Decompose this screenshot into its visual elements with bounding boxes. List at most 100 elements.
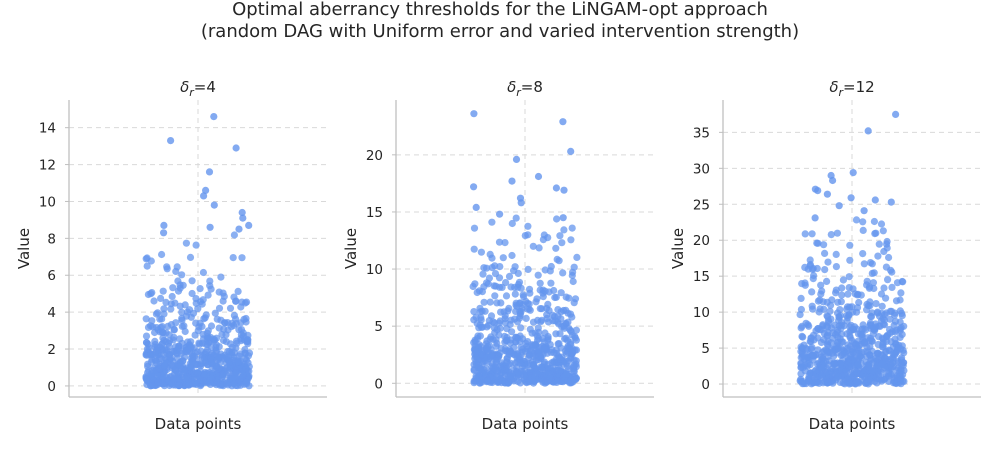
data-point xyxy=(524,299,532,307)
subplot-title-value: =12 xyxy=(843,78,875,96)
data-point xyxy=(852,341,860,349)
data-point xyxy=(524,361,532,369)
data-point xyxy=(521,367,529,375)
data-point-outlier xyxy=(871,196,879,204)
data-point xyxy=(211,309,219,317)
data-point-outlier xyxy=(206,223,214,231)
data-point xyxy=(891,350,899,358)
data-point xyxy=(244,336,252,344)
y-tick-label: 2 xyxy=(47,342,56,358)
data-point xyxy=(197,362,205,370)
data-point xyxy=(486,250,494,258)
data-point xyxy=(192,241,200,249)
data-point xyxy=(879,338,887,346)
data-point xyxy=(808,302,816,310)
data-point xyxy=(178,316,186,324)
data-point xyxy=(208,359,216,367)
data-point xyxy=(199,268,207,277)
data-point-outlier xyxy=(470,110,478,118)
data-point xyxy=(176,284,184,292)
data-point xyxy=(226,361,234,369)
data-point xyxy=(501,239,509,247)
data-point xyxy=(147,382,155,390)
data-point-outlier xyxy=(860,207,868,215)
data-point xyxy=(170,333,178,341)
data-point xyxy=(163,263,171,271)
data-point xyxy=(142,375,150,383)
y-tick-label: 5 xyxy=(701,341,710,357)
data-point xyxy=(167,305,175,313)
data-point xyxy=(545,374,554,382)
data-point xyxy=(501,379,509,387)
data-point xyxy=(180,322,188,330)
data-point xyxy=(551,317,559,325)
subplot-delta-8: 0 5 10 15 20 δr=8 Data points Value xyxy=(342,78,654,433)
data-point xyxy=(827,231,835,239)
data-point xyxy=(241,299,249,307)
data-point xyxy=(522,347,530,355)
data-point xyxy=(491,292,499,300)
y-tick-label: 15 xyxy=(693,269,710,285)
data-point-outlier xyxy=(232,144,240,152)
data-point xyxy=(471,336,479,344)
y-tick-label: 30 xyxy=(693,161,710,177)
data-point xyxy=(492,357,500,365)
data-point xyxy=(175,342,183,350)
data-point xyxy=(483,378,491,386)
data-point xyxy=(173,350,181,358)
data-point xyxy=(832,289,840,297)
data-point xyxy=(231,369,240,377)
data-point xyxy=(176,358,185,366)
data-point xyxy=(488,264,496,272)
data-point xyxy=(147,351,155,359)
data-point xyxy=(828,345,836,353)
subplot-title: δr=4 xyxy=(180,78,216,99)
data-point xyxy=(159,287,167,295)
subplot-title-subscript: r xyxy=(189,86,195,99)
data-point xyxy=(540,231,548,239)
data-point xyxy=(504,307,512,315)
data-point xyxy=(879,227,887,235)
data-point xyxy=(554,377,562,385)
data-point xyxy=(803,345,811,354)
data-point xyxy=(232,315,240,323)
data-point xyxy=(170,375,178,383)
data-point xyxy=(516,359,524,367)
y-axis-label: Value xyxy=(342,228,360,269)
data-point xyxy=(861,339,869,347)
data-point xyxy=(167,354,175,362)
data-point xyxy=(511,263,519,271)
data-point xyxy=(568,271,576,280)
data-point xyxy=(519,291,527,299)
data-point xyxy=(230,293,238,301)
data-point xyxy=(844,290,852,298)
data-point xyxy=(556,330,564,338)
x-axis-label: Data points xyxy=(809,415,896,433)
data-point xyxy=(186,363,194,372)
data-point xyxy=(472,358,480,367)
data-point xyxy=(158,250,166,259)
data-point xyxy=(503,358,511,366)
data-point xyxy=(241,349,249,357)
y-tick-label: 4 xyxy=(47,305,56,321)
data-point xyxy=(859,321,867,329)
data-point xyxy=(824,323,832,331)
y-tick-label: 0 xyxy=(47,379,56,395)
data-point xyxy=(833,328,841,336)
data-point-outlier xyxy=(887,198,895,206)
data-point xyxy=(532,356,540,364)
data-point xyxy=(512,214,520,222)
data-point xyxy=(881,354,890,362)
data-point xyxy=(821,249,829,257)
data-point xyxy=(841,380,849,388)
data-point-outlier xyxy=(160,229,168,237)
data-point xyxy=(845,311,853,319)
subplot-title-subscript: r xyxy=(839,86,845,99)
data-point xyxy=(478,307,486,315)
figure-title-line-2: (random DAG with Uniform error and varie… xyxy=(201,21,799,42)
scatter-points xyxy=(142,113,254,390)
data-point xyxy=(865,284,874,292)
data-point xyxy=(479,270,487,278)
data-point xyxy=(480,298,488,306)
data-point xyxy=(853,304,862,312)
